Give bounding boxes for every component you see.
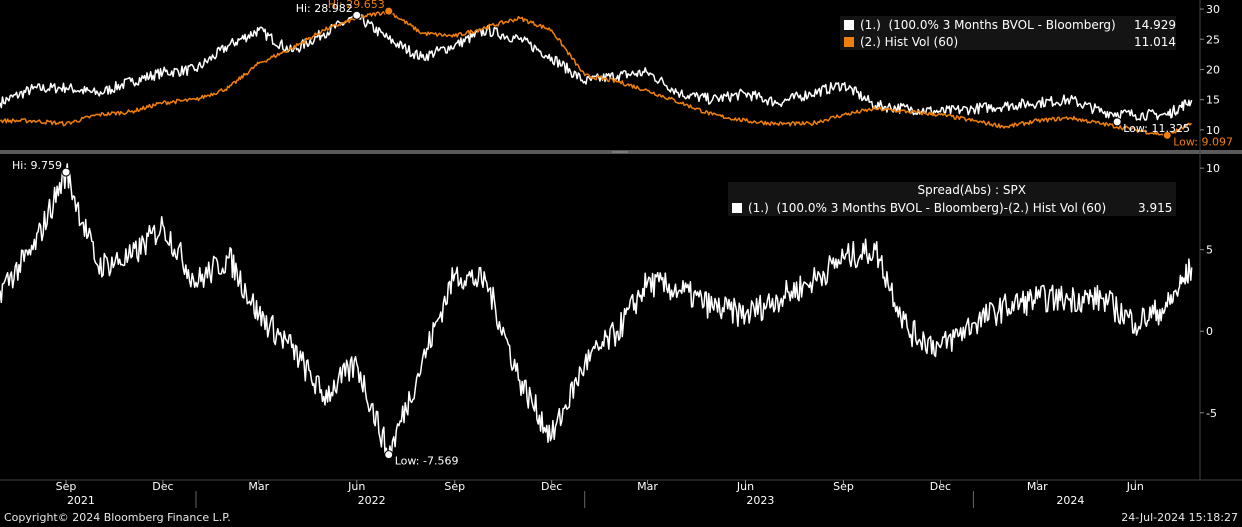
top-marker-3 [1112, 117, 1122, 127]
bottom-annotation-1: Low: -7.569 [395, 455, 459, 468]
top-annotation-3: Low: 11.325 [1123, 122, 1190, 135]
top-marker-1 [352, 10, 362, 20]
legend-row-bvol: (1.) (100.0% 3 Months BVOL - Bloomberg) … [840, 16, 1176, 33]
legend-value-spread: 3.915 [1138, 200, 1173, 215]
x-year-label-1: 2022 [358, 494, 386, 507]
x-year-label-0: 2021 [67, 494, 95, 507]
top-annotation-1: Hi: 28.982 [296, 2, 353, 15]
bottom-series-line-0 [0, 163, 1193, 459]
top-ytick-label-1: 15 [1206, 94, 1220, 107]
top-series-line-1 [0, 9, 1192, 137]
x-month-label-1: Dec [152, 480, 173, 493]
legend-row-spread: (1.) (100.0% 3 Months BVOL - Bloomberg)-… [728, 199, 1176, 216]
x-month-label-5: Dec [541, 480, 562, 493]
legend-row-hist-vol: (2.) Hist Vol (60) 11.014 [840, 33, 1176, 50]
x-month-label-8: Sep [833, 480, 854, 493]
top-marker-0 [384, 6, 394, 16]
top-ytick-label-0: 10 [1206, 124, 1220, 137]
top-annotation-2: Low: 9.097 [1173, 135, 1233, 148]
x-year-label-3: 2024 [1056, 494, 1084, 507]
x-month-label-11: Jun [1126, 480, 1144, 493]
bottom-ytick-label-3: 10 [1206, 162, 1220, 175]
legend-swatch-spread [732, 202, 742, 213]
x-year-label-2: 2023 [746, 494, 774, 507]
legend-swatch-bvol [844, 19, 854, 30]
top-marker-2 [1162, 130, 1172, 140]
bottom-marker-1 [384, 450, 394, 460]
top-ytick-label-4: 30 [1206, 3, 1220, 16]
bottom-ytick-label-1: 0 [1206, 325, 1213, 338]
timestamp-text: 24-Jul-2024 15:18:27 [1121, 511, 1238, 524]
legend-label-bvol: (1.) (100.0% 3 Months BVOL - Bloomberg) [860, 17, 1116, 32]
top-ytick-label-2: 20 [1206, 63, 1220, 76]
x-month-label-0: Sep [56, 480, 77, 493]
legend-swatch-hist-vol [844, 36, 854, 47]
legend-label-spread: (1.) (100.0% 3 Months BVOL - Bloomberg)-… [748, 200, 1107, 215]
bottom-ytick-label-0: -5 [1206, 407, 1217, 420]
x-month-label-3: Jun [347, 480, 365, 493]
legend-title-spread: Spread(Abs) : SPX [917, 183, 1026, 197]
legend-value-bvol: 14.929 [1134, 17, 1176, 32]
top-legend: (1.) (100.0% 3 Months BVOL - Bloomberg) … [840, 16, 1176, 50]
bottom-legend: Spread(Abs) : SPX (1.) (100.0% 3 Months … [728, 182, 1176, 216]
x-month-label-4: Sep [444, 480, 465, 493]
copyright-text: Copyright© 2024 Bloomberg Finance L.P. [4, 511, 231, 524]
x-month-label-7: Jun [736, 480, 754, 493]
legend-label-hist-vol: (2.) Hist Vol (60) [860, 34, 959, 49]
x-month-label-2: Mar [248, 480, 269, 493]
bottom-annotation-0: Hi: 9.759 [12, 159, 62, 172]
legend-value-hist-vol: 11.014 [1134, 34, 1176, 49]
top-annotation-0: Hi: 29.653 [328, 0, 385, 11]
x-month-label-9: Dec [930, 480, 951, 493]
bottom-ytick-label-2: 5 [1206, 244, 1213, 257]
top-ytick-label-3: 25 [1206, 33, 1220, 46]
x-month-label-6: Mar [637, 480, 658, 493]
bottom-marker-0 [61, 167, 71, 177]
x-month-label-10: Mar [1027, 480, 1048, 493]
